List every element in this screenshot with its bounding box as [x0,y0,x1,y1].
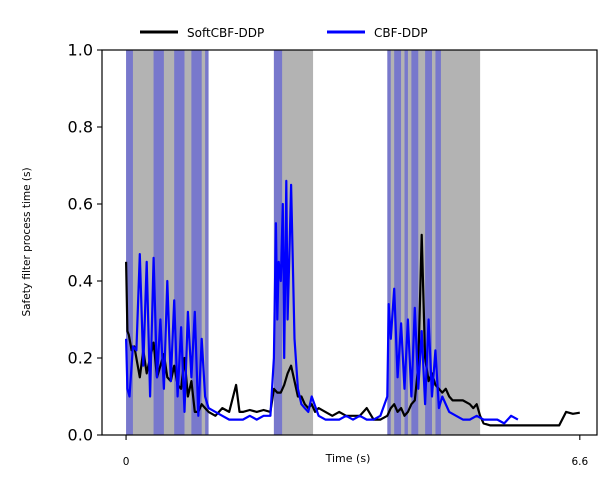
y-axis-label: Safety filter process time (s) [21,167,33,316]
y-tick-label: 1.0 [68,41,93,60]
y-tick-label: 0.8 [68,118,93,137]
y-tick-label: 0.0 [68,426,93,445]
x-tick-label: 0 [123,456,130,468]
shaded-region-1-1 [153,50,164,435]
shaded-region-1-0 [126,50,133,435]
y-tick-label: 0.6 [68,195,93,214]
shaded-region-1-3 [191,50,202,435]
legend: SoftCBF-DDP CBF-DDP [140,26,428,40]
shaded-region-1-6 [387,50,391,435]
shaded-region-1-7 [394,50,402,435]
series-line-1 [125,179,519,425]
shaded-region-1-5 [273,50,283,435]
x-tick-label: 6.6 [571,456,588,468]
x-ticks: 0 6.6 [123,435,588,468]
shaded-region-1-10 [425,50,432,435]
shaded-region-1-2 [174,50,185,435]
series-line-0 [125,233,580,427]
shaded-region-1-8 [404,50,408,435]
shaded-region-1-4 [205,50,209,435]
x-axis-label: Time (s) [325,452,371,465]
y-ticks: 0.0 0.2 0.4 0.6 0.8 1.0 [68,41,102,445]
legend-label: SoftCBF-DDP [187,26,264,40]
plot-frame [101,49,598,436]
shaded-region-1-11 [435,50,441,435]
shaded-region-1-9 [411,50,419,435]
series-lines [125,179,580,427]
y-tick-label: 0.2 [68,349,93,368]
y-tick-label: 0.4 [68,272,93,291]
shaded-regions [126,50,481,435]
legend-label: CBF-DDP [374,26,428,40]
